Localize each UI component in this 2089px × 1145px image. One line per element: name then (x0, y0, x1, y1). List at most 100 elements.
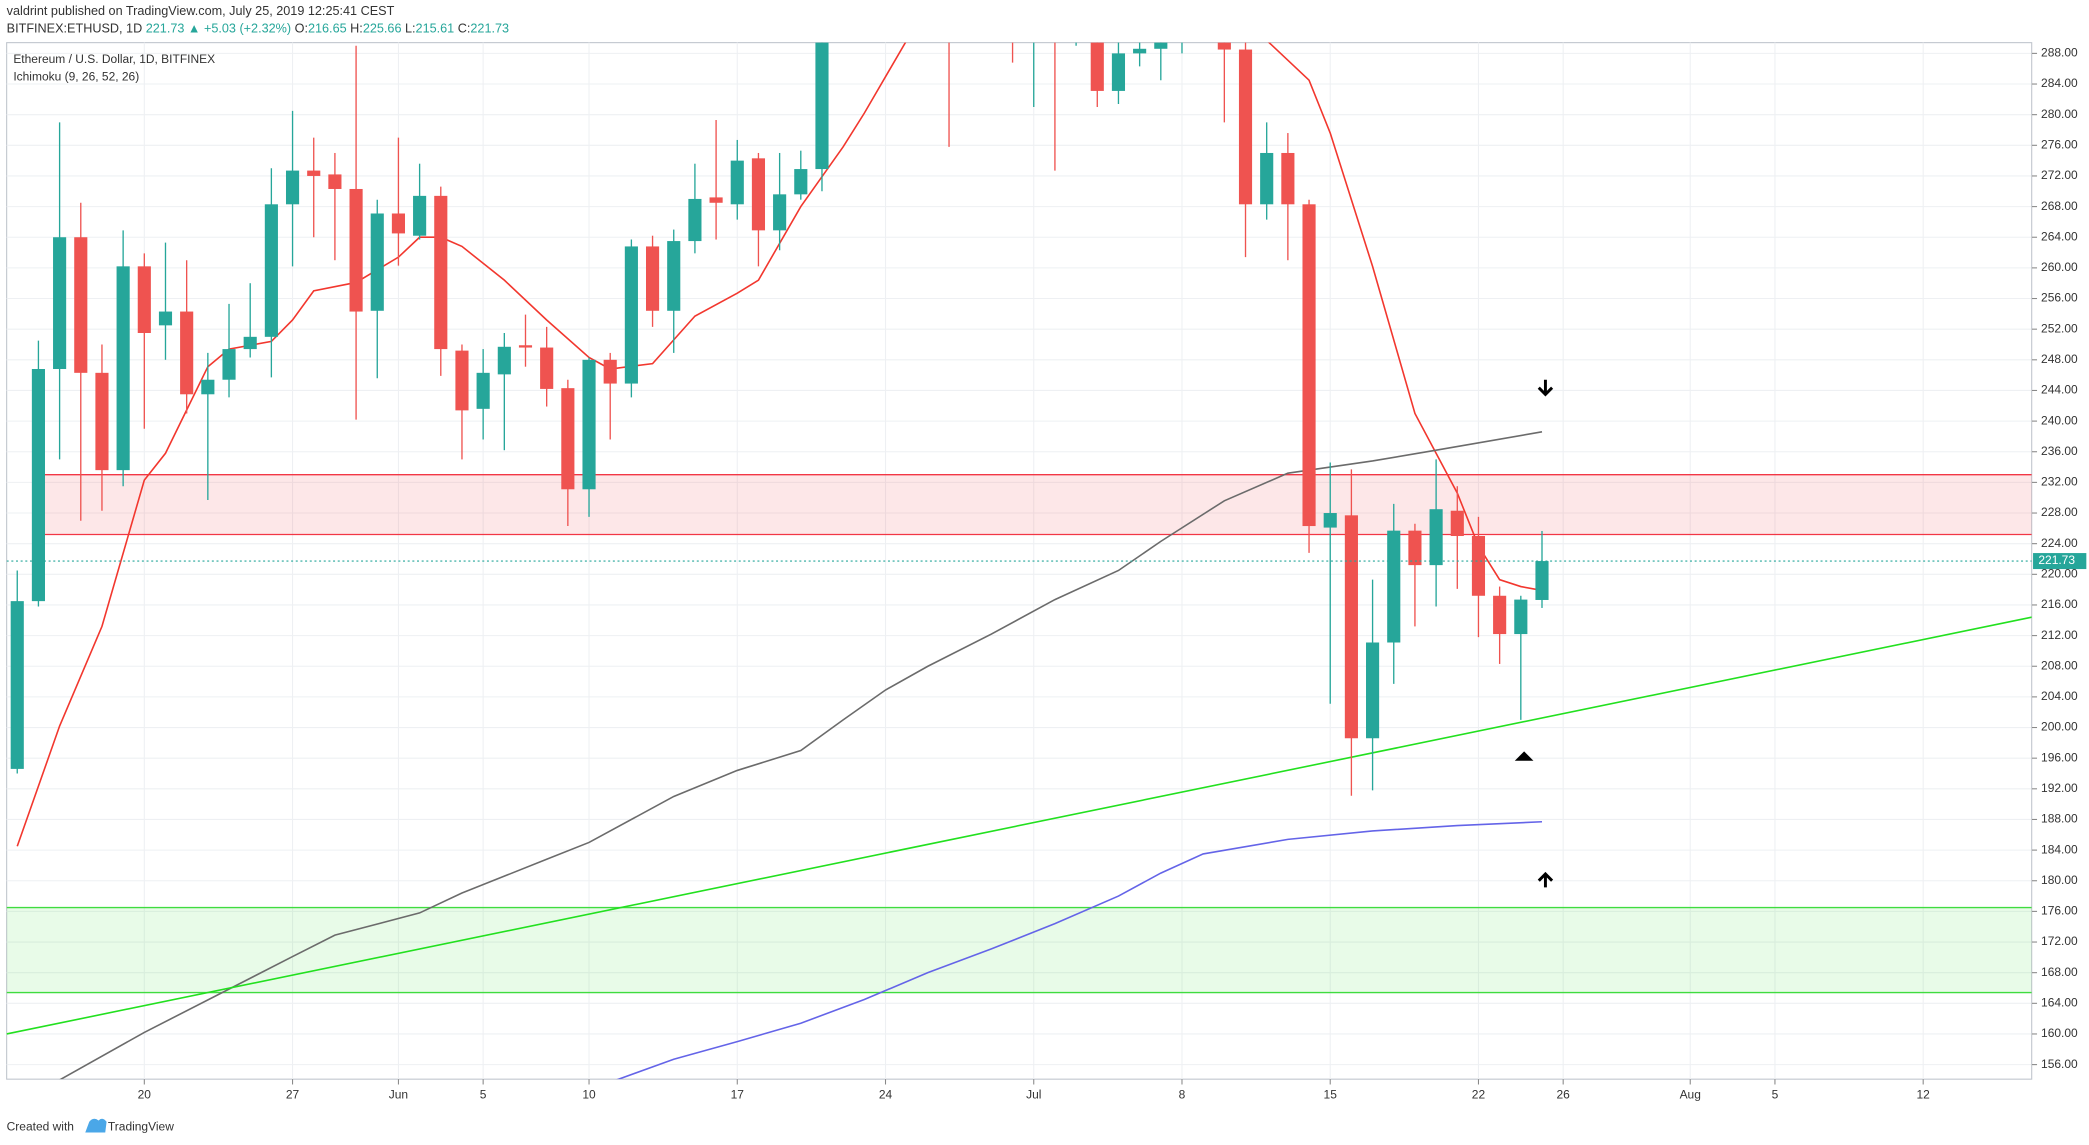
x-tick-label: 26 (1556, 1087, 1570, 1101)
last-price: 221.73 (146, 22, 185, 36)
y-tick-label: 184.00 (2041, 842, 2078, 856)
candle-body (285, 170, 300, 205)
ohlc-key: H: (350, 22, 363, 36)
x-tick-label: Jul (1026, 1087, 1041, 1101)
candle-body (645, 246, 660, 311)
x-tick-label: 17 (731, 1087, 745, 1101)
y-tick-label: 260.00 (2041, 260, 2078, 274)
axes: 156.00 160.00 164.00 168.00 172.00 176.00 180.… (138, 46, 2087, 1101)
candle-body (1323, 513, 1337, 528)
y-tick-label: 172.00 (2041, 934, 2078, 948)
candle-body (328, 174, 342, 189)
candle-body (751, 158, 766, 231)
candle-body (1133, 48, 1147, 54)
x-tick-label: 5 (1772, 1087, 1779, 1101)
candle-body (1217, 42, 1231, 50)
candle-body (1111, 53, 1126, 91)
y-tick-label: 208.00 (2041, 658, 2078, 672)
y-tick-label: 212.00 (2041, 628, 2078, 642)
x-tick-label: 10 (582, 1087, 596, 1101)
candle-body (1493, 595, 1507, 635)
candle-body (794, 169, 808, 195)
symbol: BITFINEX:ETHUSD, 1D (7, 22, 143, 36)
candle-body (1090, 42, 1104, 91)
x-tick-label: 5 (480, 1087, 487, 1101)
candle-body (1366, 642, 1380, 739)
y-tick-label: 236.00 (2041, 444, 2078, 458)
x-tick-label: 8 (1179, 1087, 1186, 1101)
y-tick-label: 248.00 (2041, 352, 2078, 366)
annotation-triangle-up (1514, 751, 1534, 761)
ohlc-key: O: (295, 22, 308, 36)
zone (38, 474, 2032, 535)
ohlc-value: 215.61 (416, 22, 455, 36)
chart-subtitle: Ichimoku (9, 26, 52, 26) (13, 69, 139, 83)
ohlc-key: L: (405, 22, 416, 36)
y-tick-label: 180.00 (2041, 873, 2078, 887)
candle-body (624, 246, 638, 384)
candle-body (1535, 561, 1549, 600)
y-tick-label: 252.00 (2041, 321, 2078, 335)
ohlc-value: 225.66 (363, 22, 402, 36)
candle-body (222, 349, 236, 380)
candle-body (1450, 510, 1464, 537)
candle-body (434, 195, 448, 350)
candle-body (1429, 509, 1443, 566)
candle-body (116, 266, 130, 471)
ohlc-key: C: (458, 22, 471, 36)
y-tick-label: 192.00 (2041, 781, 2078, 795)
candle-body (1344, 515, 1358, 739)
candle-body (815, 42, 829, 170)
x-tick-label: 20 (138, 1087, 152, 1101)
candle-body (137, 266, 151, 334)
last-price-box (2033, 553, 2087, 570)
candle-body (53, 237, 67, 370)
x-tick-label: 24 (879, 1087, 893, 1101)
candle-body (518, 345, 533, 348)
candle-body (243, 336, 257, 350)
x-tick-label: 27 (286, 1087, 300, 1101)
candle-body (391, 213, 406, 234)
y-tick-label: 176.00 (2041, 904, 2078, 918)
y-tick-label: 284.00 (2041, 76, 2078, 90)
candle-body (1387, 530, 1401, 643)
zone (6, 907, 2032, 993)
candle-body (476, 372, 490, 409)
y-tick-label: 224.00 (2041, 536, 2078, 550)
candle-body (1408, 530, 1422, 566)
candle-body (497, 346, 511, 375)
candle-body (31, 369, 45, 602)
y-tick-label: 220.00 (2041, 566, 2078, 580)
annotation-arrow-up (1537, 871, 1554, 888)
candle-body (561, 388, 575, 490)
byline-text: valdrint published on TradingView.com, J… (7, 4, 395, 18)
y-tick-label: 276.00 (2041, 137, 2078, 151)
last-price-label: 221.73 (2038, 553, 2075, 567)
candle-body (1154, 42, 1168, 49)
candle-body (709, 197, 723, 203)
candle-body (370, 213, 384, 311)
y-tick-label: 244.00 (2041, 383, 2078, 397)
x-tick-label: 12 (1917, 1087, 1931, 1101)
ohlc-value: 221.73 (470, 22, 509, 36)
direction: ▲ (188, 22, 201, 36)
overlay-line (16, 42, 1543, 847)
y-tick-label: 188.00 (2041, 812, 2078, 826)
y-tick-label: 228.00 (2041, 505, 2078, 519)
y-tick-label: 288.00 (2041, 46, 2078, 60)
footer-brand: TradingView (108, 1119, 174, 1133)
candle-body (1238, 49, 1253, 205)
x-tick-label: 15 (1324, 1087, 1338, 1101)
y-tick-label: 200.00 (2041, 720, 2078, 734)
candle-body (1260, 152, 1274, 205)
overlay-line (6, 616, 2032, 1035)
x-tick-label: 22 (1472, 1087, 1486, 1101)
annotation-arrow-down (1537, 379, 1554, 397)
candle-body (773, 194, 787, 231)
logo (85, 1118, 107, 1133)
candle-body (95, 372, 109, 471)
candle-body (201, 379, 215, 395)
candle-body (540, 347, 554, 389)
